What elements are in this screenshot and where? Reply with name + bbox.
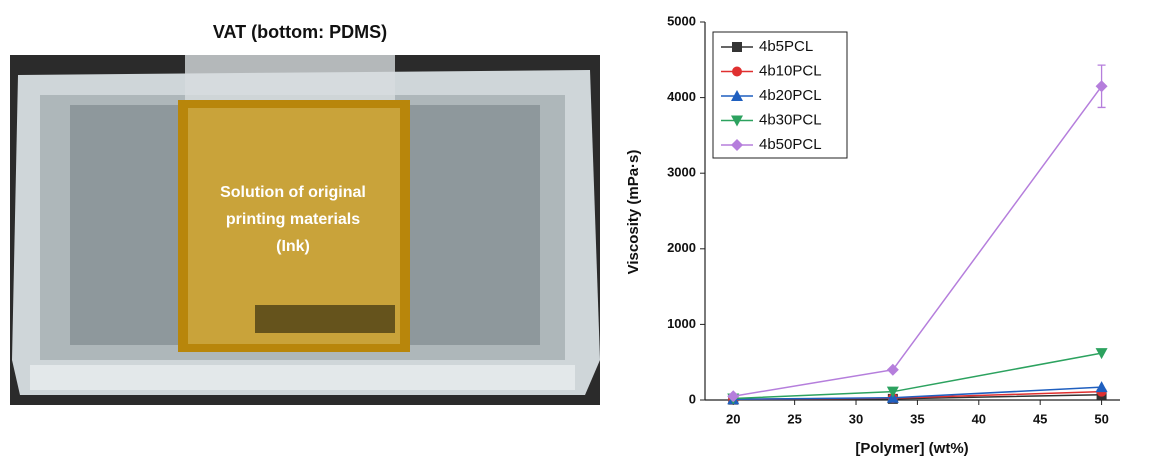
x-tick-label: 40 xyxy=(972,411,986,426)
photo-label: Solution of original xyxy=(220,184,366,201)
y-tick-label: 1000 xyxy=(667,316,696,331)
legend-label: 4b20PCL xyxy=(759,87,822,104)
marker xyxy=(732,66,742,77)
x-tick-label: 30 xyxy=(849,411,863,426)
marker xyxy=(886,386,899,398)
marker xyxy=(731,139,743,151)
x-tick-label: 45 xyxy=(1033,411,1047,426)
legend-label: 4b10PCL xyxy=(759,62,822,79)
marker xyxy=(731,115,743,127)
ink-inner xyxy=(188,108,400,344)
marker xyxy=(1095,348,1108,360)
y-tick-label: 5000 xyxy=(667,13,696,28)
legend-label: 4b5PCL xyxy=(759,38,813,55)
marker xyxy=(727,390,740,403)
x-tick-label: 50 xyxy=(1094,411,1108,426)
marker xyxy=(731,90,743,101)
legend-label: 4b50PCL xyxy=(759,136,822,153)
photo xyxy=(10,55,600,405)
y-tick-label: 0 xyxy=(689,391,696,406)
x-axis-label: [Polymer] (wt%) xyxy=(855,440,968,457)
ink-shadow xyxy=(255,305,395,333)
photo-title: VAT (bottom: PDMS) xyxy=(213,22,387,42)
marker xyxy=(732,42,742,52)
film xyxy=(185,55,395,100)
x-tick-label: 20 xyxy=(726,411,740,426)
tray-rim xyxy=(30,365,575,390)
y-axis-label: Viscosity (mPa·s) xyxy=(625,150,642,275)
photo-label: (Ink) xyxy=(276,238,310,255)
y-tick-label: 3000 xyxy=(667,165,696,180)
marker xyxy=(1095,80,1108,93)
y-tick-label: 2000 xyxy=(667,240,696,255)
x-tick-label: 35 xyxy=(910,411,924,426)
x-tick-label: 25 xyxy=(787,411,801,426)
legend: 4b5PCL 4b10PCL 4b20PCL 4b30PCL 4b50PCL xyxy=(712,31,848,159)
photo-label: printing materials xyxy=(226,211,360,228)
legend-label: 4b30PCL xyxy=(759,111,822,128)
marker xyxy=(1095,381,1108,393)
series-line xyxy=(733,352,1102,400)
y-tick-label: 4000 xyxy=(667,89,696,104)
marker xyxy=(886,363,899,376)
